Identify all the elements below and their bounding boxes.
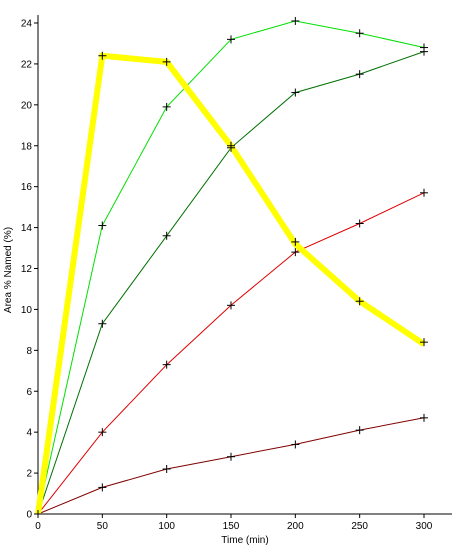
data-point-marker bbox=[291, 440, 300, 449]
x-axis-title: Time (min) bbox=[221, 535, 268, 546]
x-tick-label: 0 bbox=[35, 521, 41, 532]
data-point-marker bbox=[227, 35, 235, 44]
data-point-marker bbox=[420, 338, 428, 347]
data-point-marker bbox=[162, 464, 171, 473]
data-point-marker bbox=[420, 47, 428, 56]
data-point-marker bbox=[162, 102, 171, 111]
data-point-marker bbox=[227, 143, 235, 152]
data-point-marker bbox=[355, 70, 364, 79]
data-point-marker bbox=[291, 16, 300, 25]
x-tick-label: 100 bbox=[158, 521, 175, 532]
series-layer bbox=[35, 20, 426, 515]
y-tick-label: 20 bbox=[21, 100, 33, 111]
y-tick-label: 22 bbox=[21, 59, 33, 70]
data-point-marker bbox=[355, 297, 364, 306]
y-tick-label: 10 bbox=[21, 305, 33, 316]
data-point-marker bbox=[355, 29, 364, 38]
y-tick-label: 0 bbox=[26, 510, 32, 521]
data-point-marker bbox=[98, 319, 107, 328]
x-tick-label: 50 bbox=[97, 521, 109, 532]
series-line-3 bbox=[37, 192, 425, 515]
data-point-marker bbox=[355, 219, 364, 228]
data-point-marker bbox=[291, 88, 300, 97]
y-tick-label: 18 bbox=[21, 141, 33, 152]
x-tick-label: 150 bbox=[223, 521, 240, 532]
x-tick-label: 300 bbox=[416, 521, 433, 532]
data-point-marker bbox=[162, 360, 171, 369]
x-tick-label: 250 bbox=[351, 521, 368, 532]
data-point-marker bbox=[98, 483, 107, 492]
y-tick-label: 8 bbox=[26, 346, 32, 357]
y-tick-label: 4 bbox=[26, 428, 32, 439]
y-tick-label: 2 bbox=[26, 469, 32, 480]
data-point-marker bbox=[98, 428, 107, 437]
data-point-marker bbox=[355, 426, 364, 435]
data-point-marker bbox=[162, 231, 171, 240]
y-tick-label: 6 bbox=[26, 387, 32, 398]
series-line-0 bbox=[35, 52, 426, 515]
data-point-marker bbox=[291, 248, 300, 257]
data-point-marker bbox=[291, 237, 300, 246]
y-tick-label: 14 bbox=[21, 223, 33, 234]
data-point-marker bbox=[227, 452, 235, 461]
y-tick-label: 16 bbox=[21, 182, 33, 193]
data-point-marker bbox=[420, 413, 428, 422]
data-point-marker bbox=[227, 301, 235, 310]
marker-layer bbox=[34, 16, 428, 518]
y-tick-label: 12 bbox=[21, 264, 33, 275]
y-axis-title: Area % Named (%) bbox=[3, 227, 14, 313]
series-line-4 bbox=[37, 417, 425, 515]
data-point-marker bbox=[98, 221, 107, 230]
data-point-marker bbox=[34, 510, 42, 518]
data-point-marker bbox=[420, 188, 428, 197]
x-tick-label: 200 bbox=[287, 521, 304, 532]
data-point-marker bbox=[98, 51, 107, 60]
data-point-marker bbox=[162, 57, 171, 66]
y-tick-label: 24 bbox=[21, 19, 33, 30]
